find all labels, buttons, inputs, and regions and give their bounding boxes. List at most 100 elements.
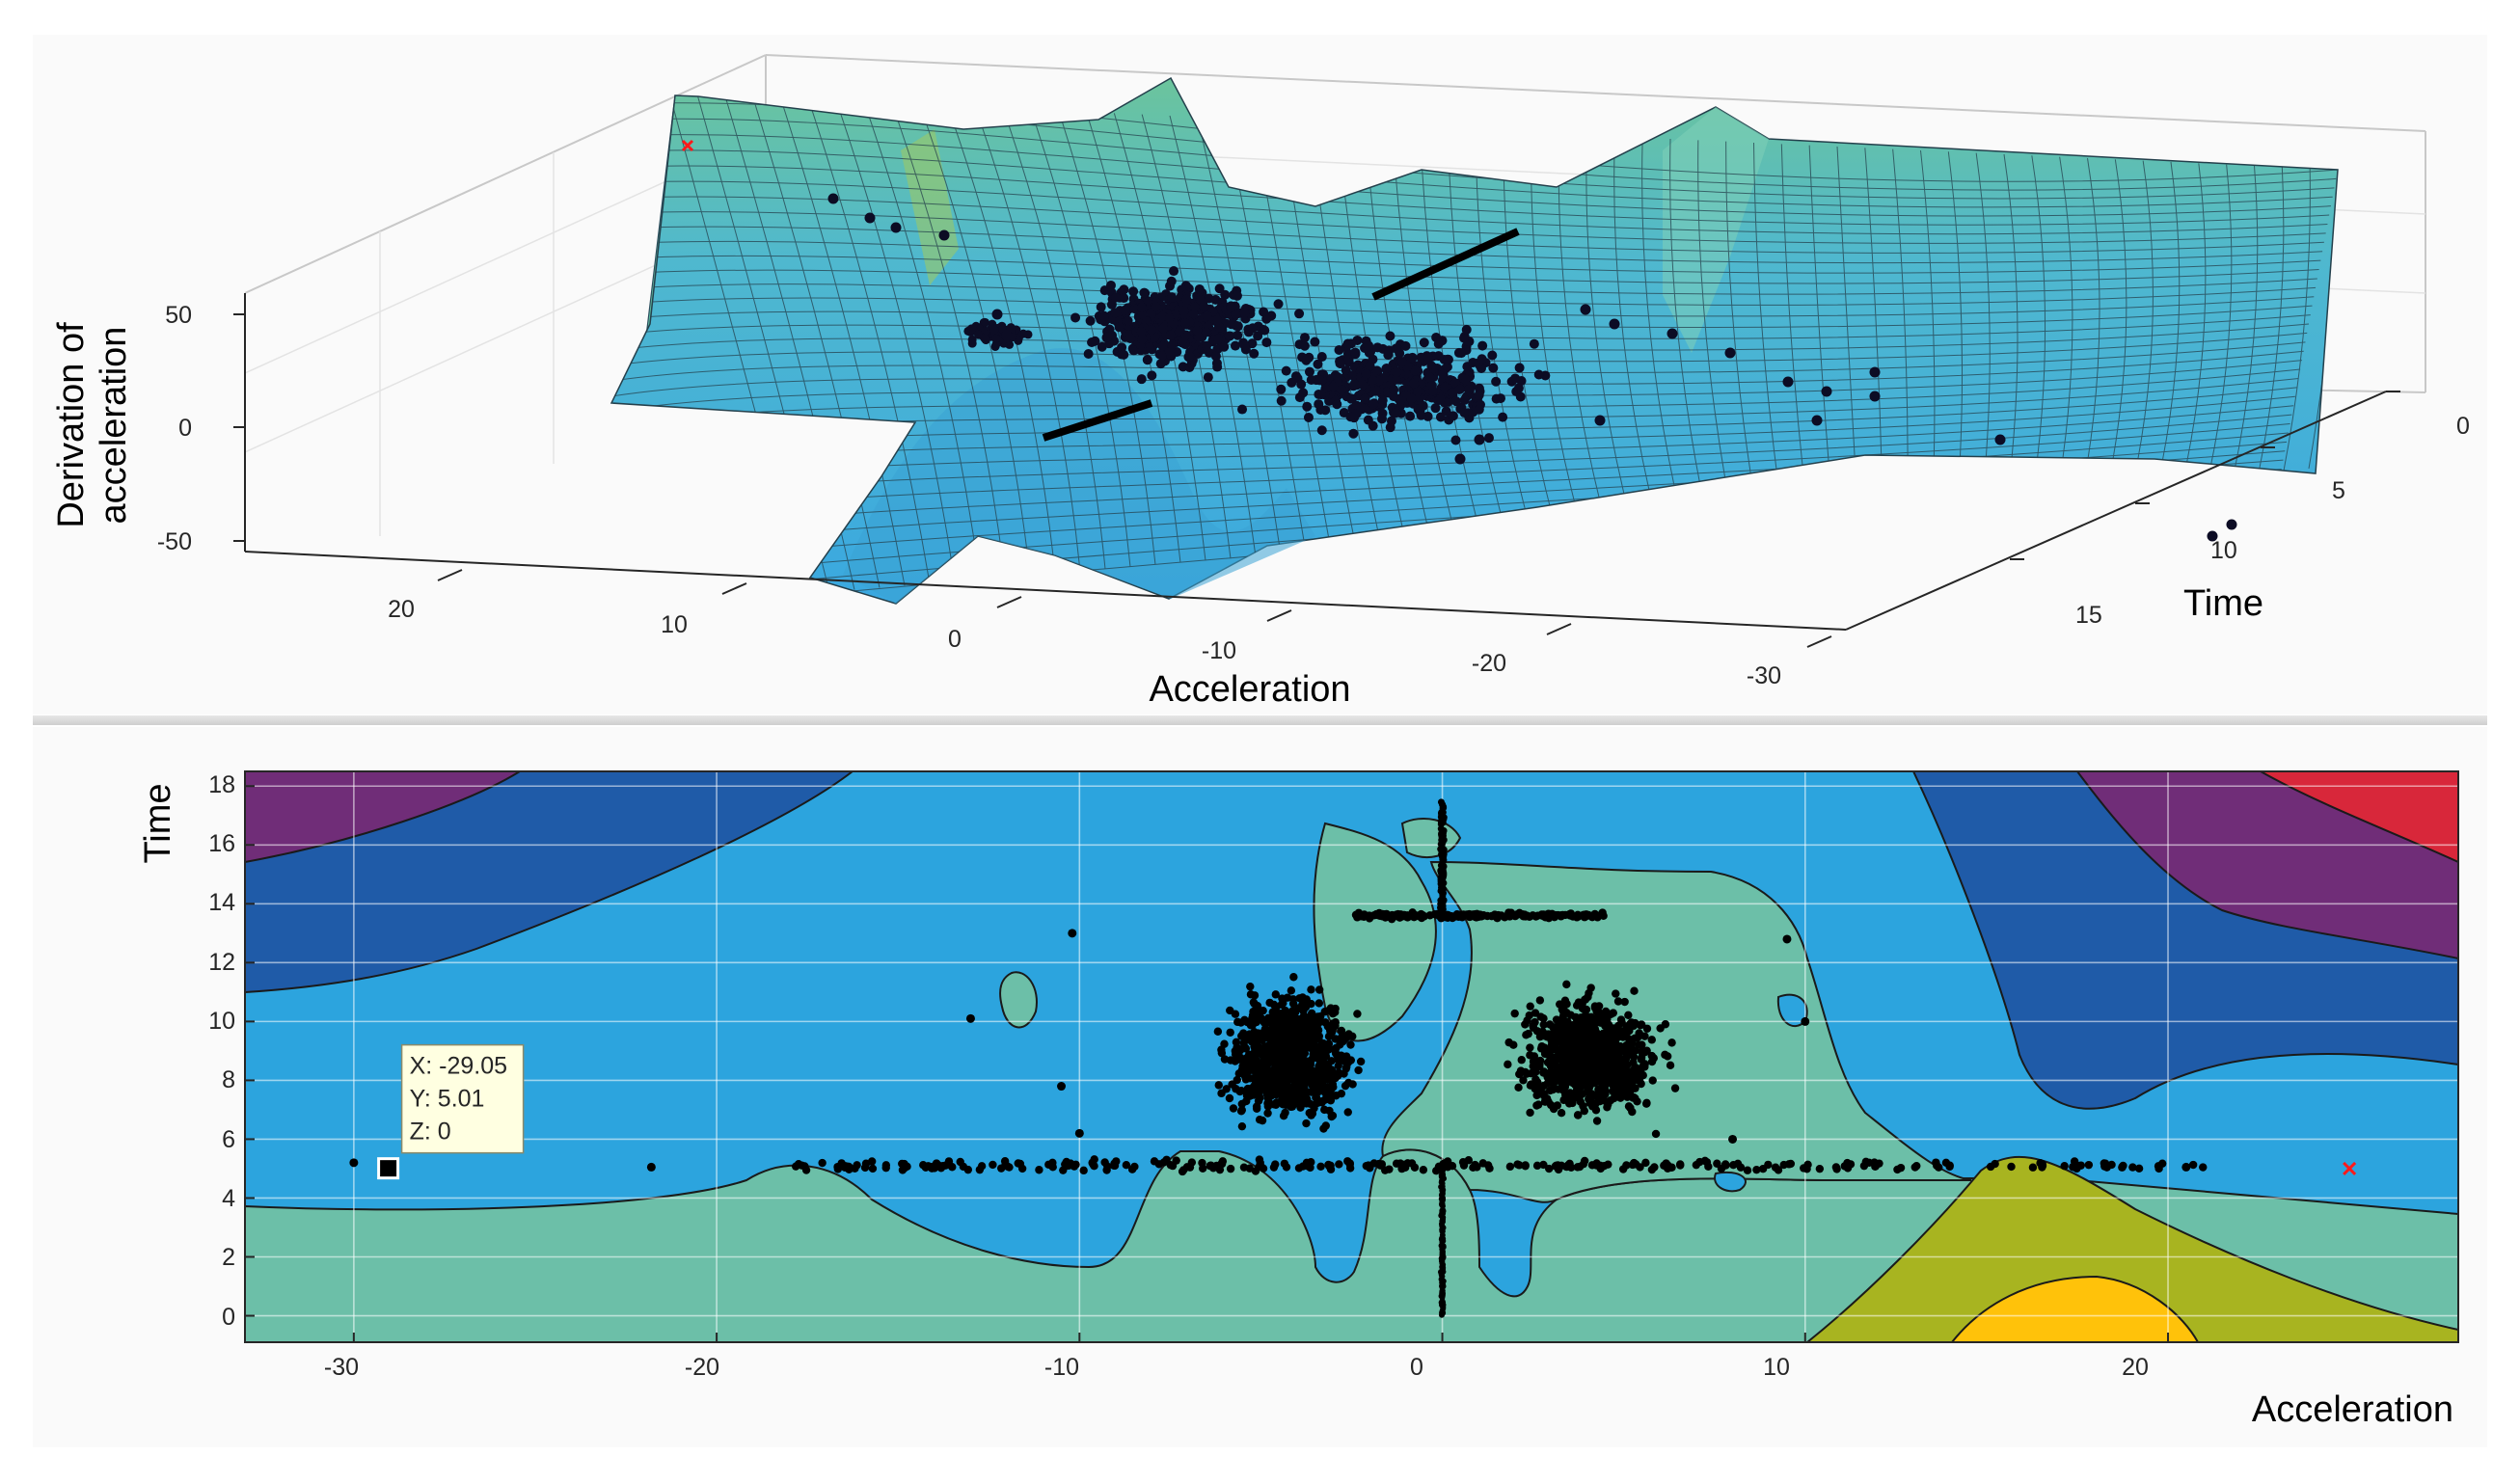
contour-plot[interactable]: -30 -20 -10 0 10 20 0 2 4 6 8 10 12 14 1… [33, 727, 2487, 1447]
scatter-point [1870, 1158, 1879, 1167]
mesh-line [1975, 152, 1991, 497]
datatip[interactable]: X: -29.05 Y: 5.01 Z: 0 [377, 1043, 525, 1180]
mesh-line [835, 99, 956, 582]
scatter-point [1640, 1060, 1649, 1068]
grid-lines [245, 771, 2458, 1342]
scatter-point [1539, 1160, 1548, 1170]
scatter-point [1320, 1008, 1329, 1016]
scatter-point [1345, 1159, 1354, 1168]
scatter-point [1181, 294, 1192, 305]
y-tick-label: 4 [222, 1185, 235, 1212]
scatter-point [1531, 1075, 1540, 1084]
x-tick-label: 20 [2122, 1354, 2149, 1381]
scatter-point [1439, 1201, 1446, 1208]
mesh-line [1892, 148, 1909, 502]
scatter-point [1676, 1160, 1685, 1169]
scatter-point [1597, 1033, 1606, 1041]
scatter-point [1475, 911, 1483, 920]
scatter-point [1267, 1072, 1277, 1081]
scatter-point [1368, 399, 1378, 410]
scatter-point [1085, 315, 1096, 326]
scatter-point [1433, 338, 1444, 349]
scatter-point [1303, 412, 1314, 422]
mesh-line [2031, 155, 2046, 492]
surface-plot[interactable]: 50 0 -50 Derivation of acceleration 20 1… [33, 35, 2487, 715]
scatter-point [1237, 404, 1248, 415]
scatter-point [1287, 1058, 1297, 1066]
scatter-point [1491, 376, 1502, 387]
scatter-point [1310, 1104, 1318, 1113]
surface-plot-panel: 50 0 -50 Derivation of acceleration 20 1… [33, 35, 2487, 715]
scatter-point [868, 1164, 878, 1173]
scatter-point [1184, 351, 1195, 362]
scatter-point [1557, 1108, 1566, 1118]
scatter-point [1331, 1035, 1340, 1043]
scatter-point [1001, 330, 1013, 341]
scatter-point [1597, 1162, 1607, 1172]
scatter-point [1136, 374, 1147, 385]
scatter-point [1539, 910, 1548, 919]
y-tick-label: 18 [208, 771, 235, 798]
scatter-point [1301, 355, 1312, 365]
scatter-point [1410, 365, 1421, 376]
scatter-point [1239, 1029, 1248, 1038]
scatter-point [1563, 1058, 1573, 1066]
scatter-point [1301, 1021, 1310, 1030]
scatter-point [1310, 1035, 1318, 1043]
scatter-point [1624, 1046, 1633, 1055]
scatter-point [1519, 1076, 1528, 1085]
scatter-point [1259, 1052, 1268, 1061]
scatter-point [1335, 1160, 1343, 1169]
scatter-point [1279, 1009, 1287, 1017]
scatter-point [1256, 1093, 1264, 1102]
scatter-point [1389, 385, 1399, 395]
scatter-point [1580, 1156, 1589, 1166]
x-tick-label: -10 [1202, 637, 1236, 664]
scatter-point [1178, 362, 1188, 372]
scatter-point [1587, 912, 1597, 922]
scatter-point [1483, 433, 1494, 444]
y-tick-label: 0 [2456, 413, 2470, 440]
y-tick-label: 6 [222, 1126, 235, 1153]
mesh-line [611, 332, 2308, 369]
y-axis [2010, 391, 2400, 560]
mesh-line [1920, 149, 1936, 500]
scatter-point [1128, 286, 1139, 297]
scatter-streak [1042, 399, 1153, 442]
scatter-point [1432, 1167, 1441, 1175]
panel-divider[interactable] [33, 715, 2487, 725]
datatip-anchor[interactable] [377, 1157, 400, 1180]
scatter-point [1588, 1055, 1597, 1065]
scatter-point [1368, 420, 1378, 431]
scatter-point [1310, 337, 1320, 347]
scatter-point [1558, 1012, 1568, 1021]
scatter-point [1438, 842, 1446, 849]
scatter-point [1274, 1028, 1284, 1037]
x-tick-label: -30 [1747, 662, 1781, 689]
scatter-point [1276, 395, 1287, 406]
scatter-point [1526, 1002, 1534, 1011]
scatter-point [1439, 1264, 1446, 1271]
scatter-point [1443, 354, 1453, 364]
scatter-point [1571, 1050, 1580, 1059]
z-tick-label: 50 [165, 302, 192, 329]
scatter-point [1233, 1017, 1242, 1027]
scatter-point [1869, 391, 1881, 402]
scatter-point [1666, 328, 1678, 339]
scatter-point [1447, 388, 1457, 398]
scatter-point [1048, 1163, 1057, 1172]
scatter-point [2181, 1162, 2191, 1172]
scatter-point [1090, 1155, 1098, 1164]
scatter-point [1493, 913, 1502, 923]
scatter-point [801, 1166, 811, 1174]
scatter-point [1267, 1040, 1276, 1050]
scatter-point [1261, 337, 1272, 348]
scatter-point [1296, 379, 1307, 390]
contour-scatter [349, 798, 2208, 1318]
scatter-point [1256, 1043, 1264, 1053]
y-axis-label: Time [138, 783, 178, 863]
scatter-point [1298, 1061, 1307, 1070]
scatter-point [1591, 1106, 1601, 1115]
scatter-point [1276, 384, 1287, 394]
scatter-point [1474, 404, 1484, 415]
